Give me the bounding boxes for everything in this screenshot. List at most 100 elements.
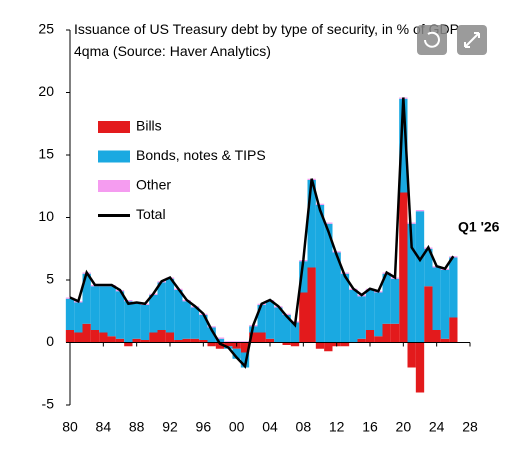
- bar: [324, 223, 333, 343]
- chart-title: Issuance of US Treasury debt by type of …: [74, 21, 459, 59]
- bar: [307, 267, 316, 343]
- bar: [99, 332, 108, 343]
- bar: [107, 336, 116, 343]
- bar: [157, 330, 166, 343]
- bar: [215, 342, 225, 349]
- bar: [282, 315, 291, 343]
- bar: [349, 290, 358, 343]
- bar: [99, 286, 108, 333]
- bar: [440, 338, 450, 343]
- bar: [449, 317, 458, 343]
- bar: [399, 192, 408, 343]
- bar: [265, 301, 275, 339]
- bar: [157, 282, 166, 330]
- bar: [432, 330, 441, 343]
- y-tick-label: -5: [42, 396, 55, 412]
- bar: [82, 323, 91, 343]
- bar: [340, 273, 350, 343]
- bar: [324, 342, 333, 352]
- legend-swatch: [98, 150, 130, 163]
- x-tick-label: 24: [429, 419, 445, 435]
- bar: [224, 341, 233, 343]
- bar: [390, 278, 400, 324]
- bar: [107, 286, 116, 337]
- legend-label: Total: [136, 206, 166, 222]
- bar: [440, 270, 450, 339]
- legend-label: Bonds, notes & TIPS: [136, 147, 266, 163]
- y-tick-label: 25: [38, 21, 54, 37]
- x-tick-label: 88: [129, 419, 145, 435]
- x-tick-label: 00: [229, 419, 245, 435]
- refresh-button[interactable]: [417, 25, 447, 55]
- legend-swatch: [98, 121, 130, 133]
- bar: [382, 323, 391, 343]
- bar: [132, 338, 141, 343]
- bar: [140, 305, 150, 340]
- x-tick-label: 92: [162, 419, 178, 435]
- bar: [115, 291, 125, 339]
- bar: [315, 205, 325, 343]
- bar: [82, 273, 91, 324]
- bar: [257, 305, 266, 333]
- bar: [140, 340, 150, 343]
- bar: [299, 292, 308, 343]
- bar: [74, 332, 83, 343]
- bar: [290, 322, 300, 343]
- bar: [365, 290, 375, 330]
- bar: [299, 261, 308, 293]
- bar: [132, 303, 141, 339]
- y-tick-label: 0: [46, 333, 54, 349]
- annotation: Q1 '26: [458, 219, 500, 235]
- bar: [190, 307, 200, 339]
- bar: [124, 342, 133, 347]
- x-tick-label: 96: [196, 419, 212, 435]
- bar: [324, 222, 333, 224]
- x-tick-label: 28: [462, 419, 478, 435]
- bar: [215, 338, 225, 343]
- x-tick-label: 04: [262, 419, 278, 435]
- bar: [315, 203, 325, 205]
- bar: [424, 286, 433, 343]
- bar: [124, 301, 133, 343]
- bar: [399, 98, 408, 193]
- bar: [190, 338, 200, 343]
- bar: [199, 315, 208, 340]
- bar: [240, 342, 250, 353]
- bar: [382, 273, 391, 324]
- y-tick-label: 5: [46, 271, 54, 287]
- bar: [65, 330, 75, 343]
- bar: [424, 248, 433, 287]
- bar: [232, 348, 241, 359]
- x-tick-label: 12: [329, 419, 345, 435]
- bar: [182, 301, 191, 339]
- bar: [240, 341, 250, 343]
- bar: [432, 267, 441, 330]
- bar: [357, 338, 366, 343]
- bar: [340, 342, 350, 347]
- bar: [199, 340, 208, 343]
- bar: [307, 180, 316, 268]
- bar: [90, 286, 100, 330]
- bar: [415, 342, 425, 393]
- bar: [65, 298, 75, 330]
- bar: [207, 327, 216, 343]
- bar: [224, 342, 233, 347]
- bar: [215, 337, 225, 339]
- bar: [365, 330, 375, 343]
- bar: [274, 307, 283, 343]
- legend-label: Other: [136, 177, 171, 193]
- bar: [357, 296, 366, 339]
- bar: [149, 295, 158, 333]
- bar: [207, 342, 216, 347]
- bar: [74, 302, 83, 333]
- bar: [207, 326, 216, 328]
- bar: [407, 342, 416, 368]
- bar: [232, 341, 241, 343]
- bar: [407, 223, 416, 343]
- bar: [249, 332, 258, 343]
- bar: [115, 338, 125, 343]
- bar: [315, 342, 325, 349]
- bar: [265, 338, 275, 343]
- bar: [182, 338, 191, 343]
